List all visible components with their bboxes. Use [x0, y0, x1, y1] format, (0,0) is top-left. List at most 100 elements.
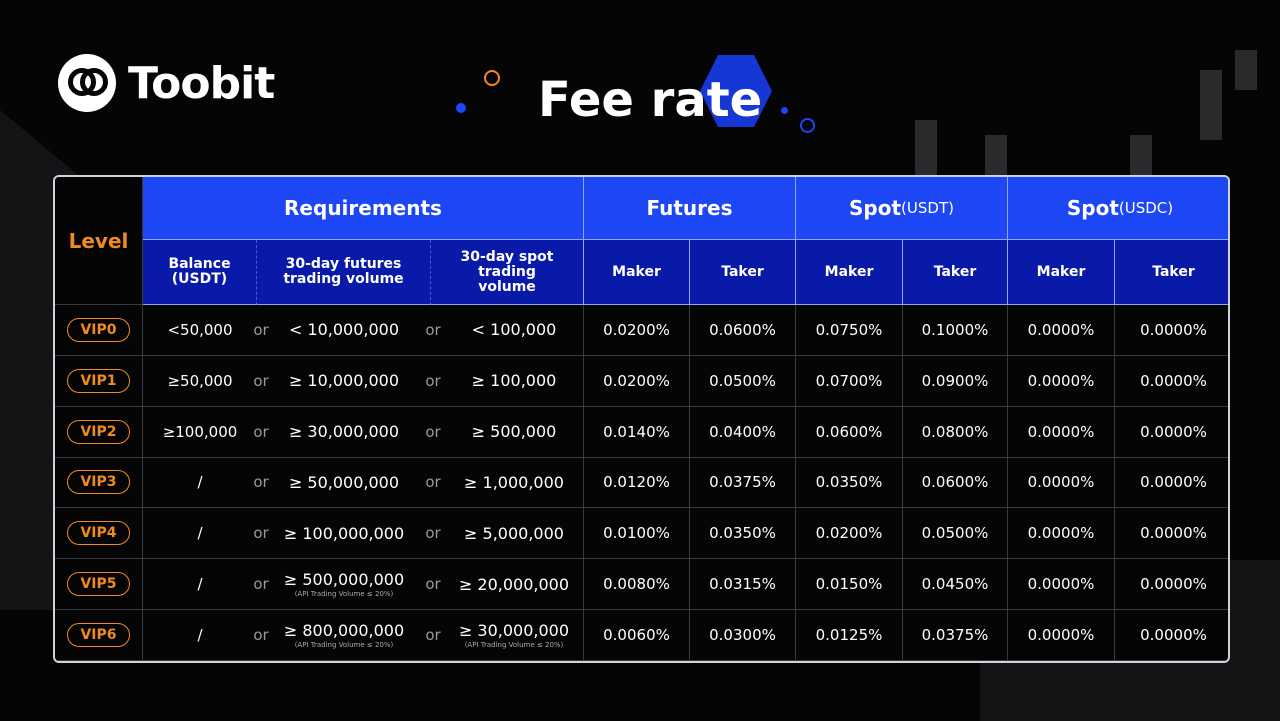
spot-volume-header: 30-day spot trading volume	[431, 240, 584, 305]
fee-sm-cell: 0.0150%	[796, 559, 903, 611]
spot-volume-cell: ≥ 20,000,000	[431, 559, 584, 611]
balance-cell: <50,000 or	[143, 305, 269, 356]
fee-sm-cell: 0.0700%	[796, 355, 903, 407]
spot-volume-cell: ≥ 100,000	[431, 355, 584, 407]
fee-sm-cell: 0.0350%	[796, 457, 903, 509]
or-label: or	[253, 320, 269, 339]
brand-name: Toobit	[128, 57, 275, 109]
level-cell: VIP5	[55, 559, 143, 611]
futures-volume-cell: < 10,000,000 or	[257, 305, 441, 356]
or-label: or	[253, 371, 269, 390]
candlestick-decoration	[1235, 50, 1257, 90]
balance-value: /	[197, 473, 203, 492]
fee-st-cell: 0.1000%	[903, 305, 1008, 356]
spot-volume-label: 30-day spot trading volume	[460, 248, 554, 295]
fee-ct-cell: 0.0000%	[1115, 458, 1228, 509]
futures-volume-value: < 10,000,000	[288, 320, 400, 340]
fee-ct-cell: 0.0000%	[1115, 407, 1228, 458]
futures-volume-header: 30-day futures trading volume	[257, 240, 431, 305]
or-label: or	[253, 626, 269, 645]
dot-decoration	[800, 118, 815, 133]
fee-sm-cell: 0.0750%	[796, 305, 903, 356]
spot-volume-value: ≥ 1,000,000	[464, 472, 564, 492]
fee-fm-cell: 0.0200%	[584, 355, 690, 407]
futures-volume-cell: ≥ 30,000,000 or	[257, 407, 441, 458]
level-header: Level	[55, 177, 143, 305]
or-label: or	[253, 575, 269, 594]
futures-volume-value: ≥ 800,000,000	[283, 621, 405, 641]
futures-volume-value: ≥ 100,000,000	[283, 523, 405, 543]
fee-fm-cell: 0.0140%	[584, 406, 690, 458]
fee-cm-cell: 0.0000%	[1008, 559, 1115, 611]
futures-volume-label: 30-day futures trading volume	[283, 256, 404, 287]
balance-header: Balance (USDT)	[143, 240, 257, 305]
spot-volume-value: ≥ 20,000,000	[458, 574, 570, 594]
level-badge: VIP4	[67, 521, 130, 546]
fee-sm-cell: 0.0125%	[796, 610, 903, 661]
spot-volume-cell: ≥ 1,000,000	[431, 457, 584, 509]
api-volume-note: (API Trading Volume ≤ 20%)	[294, 590, 394, 599]
balance-value: /	[197, 575, 203, 594]
balance-value: ≥50,000	[167, 371, 233, 390]
candlestick-decoration	[1130, 135, 1152, 175]
fee-st-cell: 0.0500%	[903, 508, 1008, 560]
or-label: or	[253, 422, 269, 441]
spot-usdt-header: Spot (USDT)	[796, 177, 1008, 240]
or-label: or	[253, 473, 269, 492]
spot-usdt-taker-header: Taker	[903, 240, 1008, 305]
level-badge: VIP1	[67, 368, 130, 393]
fee-cm-cell: 0.0000%	[1008, 305, 1115, 356]
balance-cell: ≥100,000 or	[143, 407, 269, 458]
spot-volume-cell: ≥ 30,000,000 (API Trading Volume ≤ 20%)	[431, 610, 584, 661]
futures-volume-cell: ≥ 50,000,000 or	[257, 458, 441, 509]
or-label: or	[425, 320, 441, 339]
fee-ft-cell: 0.0315%	[690, 559, 796, 611]
level-cell: VIP3	[55, 457, 143, 509]
futures-taker-header: Taker	[690, 240, 796, 305]
dot-decoration	[781, 107, 788, 114]
candlestick-decoration	[1200, 70, 1222, 140]
spot-usdc-unit: (USDC)	[1118, 199, 1174, 217]
fee-cm-cell: 0.0000%	[1008, 355, 1115, 407]
balance-cell: ≥50,000 or	[143, 356, 269, 407]
spot-usdt-maker-header: Maker	[796, 240, 903, 305]
or-label: or	[425, 371, 441, 390]
level-cell: VIP2	[55, 406, 143, 458]
fee-fm-cell: 0.0100%	[584, 508, 690, 560]
futures-volume-cell: ≥ 500,000,000 (API Trading Volume ≤ 20%) o…	[257, 559, 441, 611]
futures-volume-cell: ≥ 800,000,000 (API Trading Volume ≤ 20%) o…	[257, 610, 441, 661]
futures-volume-value: ≥ 10,000,000	[288, 371, 400, 391]
fee-st-cell: 0.0450%	[903, 559, 1008, 611]
futures-maker-header: Maker	[584, 240, 690, 305]
requirements-header: Requirements	[143, 177, 584, 240]
or-label: or	[425, 524, 441, 543]
candlestick-decoration	[985, 135, 1007, 175]
fee-ft-cell: 0.0400%	[690, 406, 796, 458]
fee-ft-cell: 0.0500%	[690, 355, 796, 407]
fee-st-cell: 0.0600%	[903, 457, 1008, 509]
or-label: or	[425, 626, 441, 645]
spot-usdc-taker-header: Taker	[1115, 240, 1228, 305]
level-badge: VIP6	[67, 623, 130, 648]
fee-ft-cell: 0.0350%	[690, 508, 796, 560]
fee-ct-cell: 0.0000%	[1115, 559, 1228, 611]
fee-ft-cell: 0.0300%	[690, 610, 796, 661]
spot-volume-value: ≥ 500,000	[471, 422, 557, 442]
or-label: or	[253, 524, 269, 543]
level-badge: VIP5	[67, 572, 130, 597]
api-volume-note: (API Trading Volume ≤ 20%)	[294, 641, 394, 650]
fee-ct-cell: 0.0000%	[1115, 305, 1228, 356]
futures-header: Futures	[584, 177, 796, 240]
spot-volume-cell: < 100,000	[431, 305, 584, 356]
spot-usdc-header: Spot (USDC)	[1008, 177, 1228, 240]
fee-st-cell: 0.0900%	[903, 355, 1008, 407]
dot-decoration	[484, 70, 500, 86]
or-label: or	[425, 473, 441, 492]
spot-usdc-maker-header: Maker	[1008, 240, 1115, 305]
futures-volume-value: ≥ 30,000,000	[288, 422, 400, 442]
fee-cm-cell: 0.0000%	[1008, 406, 1115, 458]
spot-volume-cell: ≥ 500,000	[431, 406, 584, 458]
brand-logo: Toobit	[58, 54, 275, 112]
api-volume-note: (API Trading Volume ≤ 20%)	[464, 641, 564, 650]
fee-fm-cell: 0.0120%	[584, 457, 690, 509]
